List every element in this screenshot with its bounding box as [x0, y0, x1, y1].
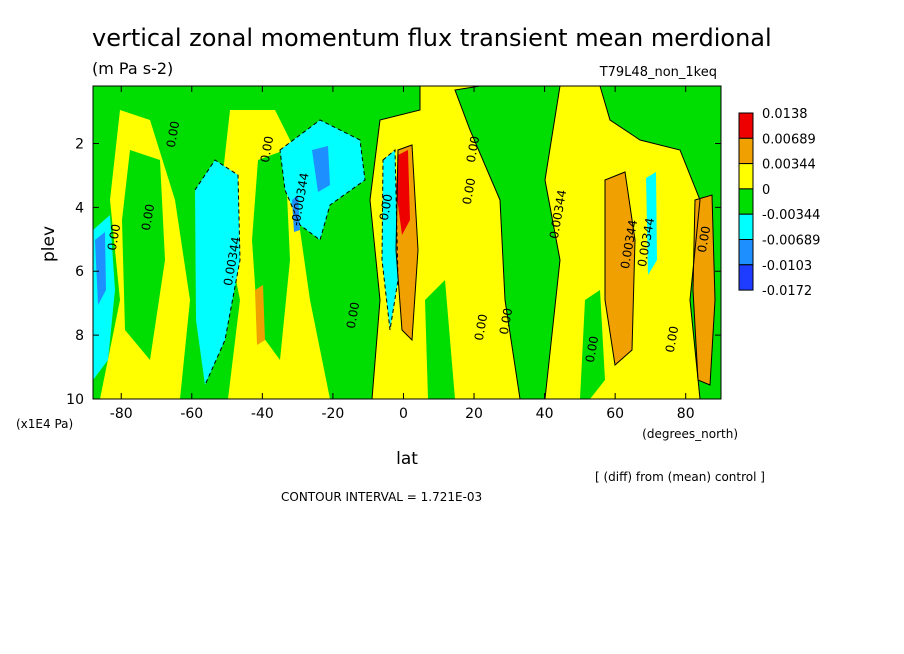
run-label: T79L48_non_1keq [599, 65, 717, 80]
y-axis: 2 4 6 8 10 [66, 136, 721, 408]
red-region [396, 150, 410, 235]
legend-level: 0.00689 [762, 132, 816, 147]
legend-swatch [738, 137, 754, 165]
cyan-region [646, 172, 657, 275]
x-tick-label: 20 [465, 406, 483, 422]
orange-region [255, 285, 265, 345]
green-region [580, 290, 605, 399]
contour-label: 0.00 [695, 225, 713, 254]
orange-region [605, 172, 635, 365]
legend-level: -0.0172 [762, 284, 812, 299]
y-tick-label: 10 [66, 392, 84, 408]
contour-label: 0.00 [497, 307, 515, 336]
orange-region [693, 195, 715, 385]
contour-labels: 0.000.000.000.000.00344-0.003440.000.000… [105, 120, 713, 364]
y-tick-label: 6 [75, 264, 84, 280]
legend-swatch [738, 163, 754, 190]
x-axis-label: lat [396, 449, 418, 469]
x-tick-label: 80 [677, 406, 695, 422]
cyan-region [382, 150, 398, 330]
x-tick-label: -60 [180, 406, 203, 422]
blue-region [312, 146, 330, 192]
contour-label: 0.00 [164, 120, 182, 149]
x-axis: -80 -60 -40 -20 0 20 40 60 80 [110, 86, 695, 422]
x-tick-label: -20 [321, 406, 344, 422]
x-tick-label: 60 [606, 406, 624, 422]
color-legend: 0.0138 0.00689 0.00344 0 -0.00344 -0.00689 -0.… [738, 107, 820, 299]
green-region [122, 150, 165, 360]
y-tick-label: 4 [75, 200, 84, 216]
cyan-region [195, 160, 240, 385]
legend-level: -0.0103 [762, 259, 812, 274]
x-tick-label: 40 [536, 406, 554, 422]
x-tick-label: 0 [399, 406, 408, 422]
blue-region [292, 195, 300, 232]
contour-label: 0.00 [377, 193, 395, 222]
contour-label: 0.00 [663, 325, 681, 354]
contour-label: 0.00 [464, 135, 482, 164]
blue-region [95, 232, 106, 305]
legend-level: 0 [762, 183, 770, 198]
legend-swatch [738, 213, 754, 240]
x-tick-label: -80 [110, 406, 133, 422]
green-region [425, 280, 455, 399]
legend-swatch [738, 112, 754, 139]
legend-swatch [738, 188, 754, 215]
legend-level: -0.00344 [762, 208, 820, 223]
contour-label: 0.00 [583, 335, 601, 364]
plot-frame [92, 85, 722, 400]
contour-label: 0.00 [139, 203, 157, 232]
legend-level: -0.00689 [762, 234, 820, 249]
legend-level: 0.00344 [762, 158, 816, 173]
chart-title: vertical zonal momentum flux transient m… [92, 24, 772, 52]
contour-label: 0.00 [344, 301, 362, 330]
y-axis-label: plev [39, 226, 59, 262]
contour-label: 0.00 [460, 177, 478, 206]
contour-label: 0.00 [105, 223, 123, 252]
contour-lines [93, 86, 721, 399]
chart-units: (m Pa s-2) [92, 59, 173, 78]
green-region [600, 86, 721, 399]
y-tick-label: 2 [75, 136, 84, 152]
x-tick-label: -40 [251, 406, 274, 422]
contour-label: 0.00 [472, 313, 490, 342]
plot-area [93, 86, 721, 399]
legend-swatch [738, 264, 754, 291]
legend-swatch [738, 239, 754, 266]
y-tick-label: 8 [75, 328, 84, 344]
y-axis-units: (x1E4 Pa) [16, 417, 73, 431]
green-region [455, 86, 560, 399]
x-axis-units: (degrees_north) [642, 427, 738, 441]
contour-interval: CONTOUR INTERVAL = 1.721E-03 [281, 490, 482, 504]
diff-note: [ (diff) from (mean) control ] [595, 470, 765, 484]
contour-label: 0.00 [258, 135, 276, 164]
legend-level: 0.0138 [762, 107, 808, 122]
